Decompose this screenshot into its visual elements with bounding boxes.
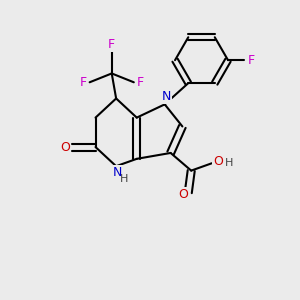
Text: H: H xyxy=(225,158,233,168)
Text: F: F xyxy=(80,76,87,89)
Text: F: F xyxy=(137,76,144,89)
Text: O: O xyxy=(213,155,223,168)
Text: F: F xyxy=(248,54,255,67)
Text: F: F xyxy=(108,38,115,51)
Text: O: O xyxy=(61,141,70,154)
Text: N: N xyxy=(112,166,122,179)
Text: O: O xyxy=(178,188,188,201)
Text: N: N xyxy=(162,91,171,103)
Text: H: H xyxy=(120,174,129,184)
